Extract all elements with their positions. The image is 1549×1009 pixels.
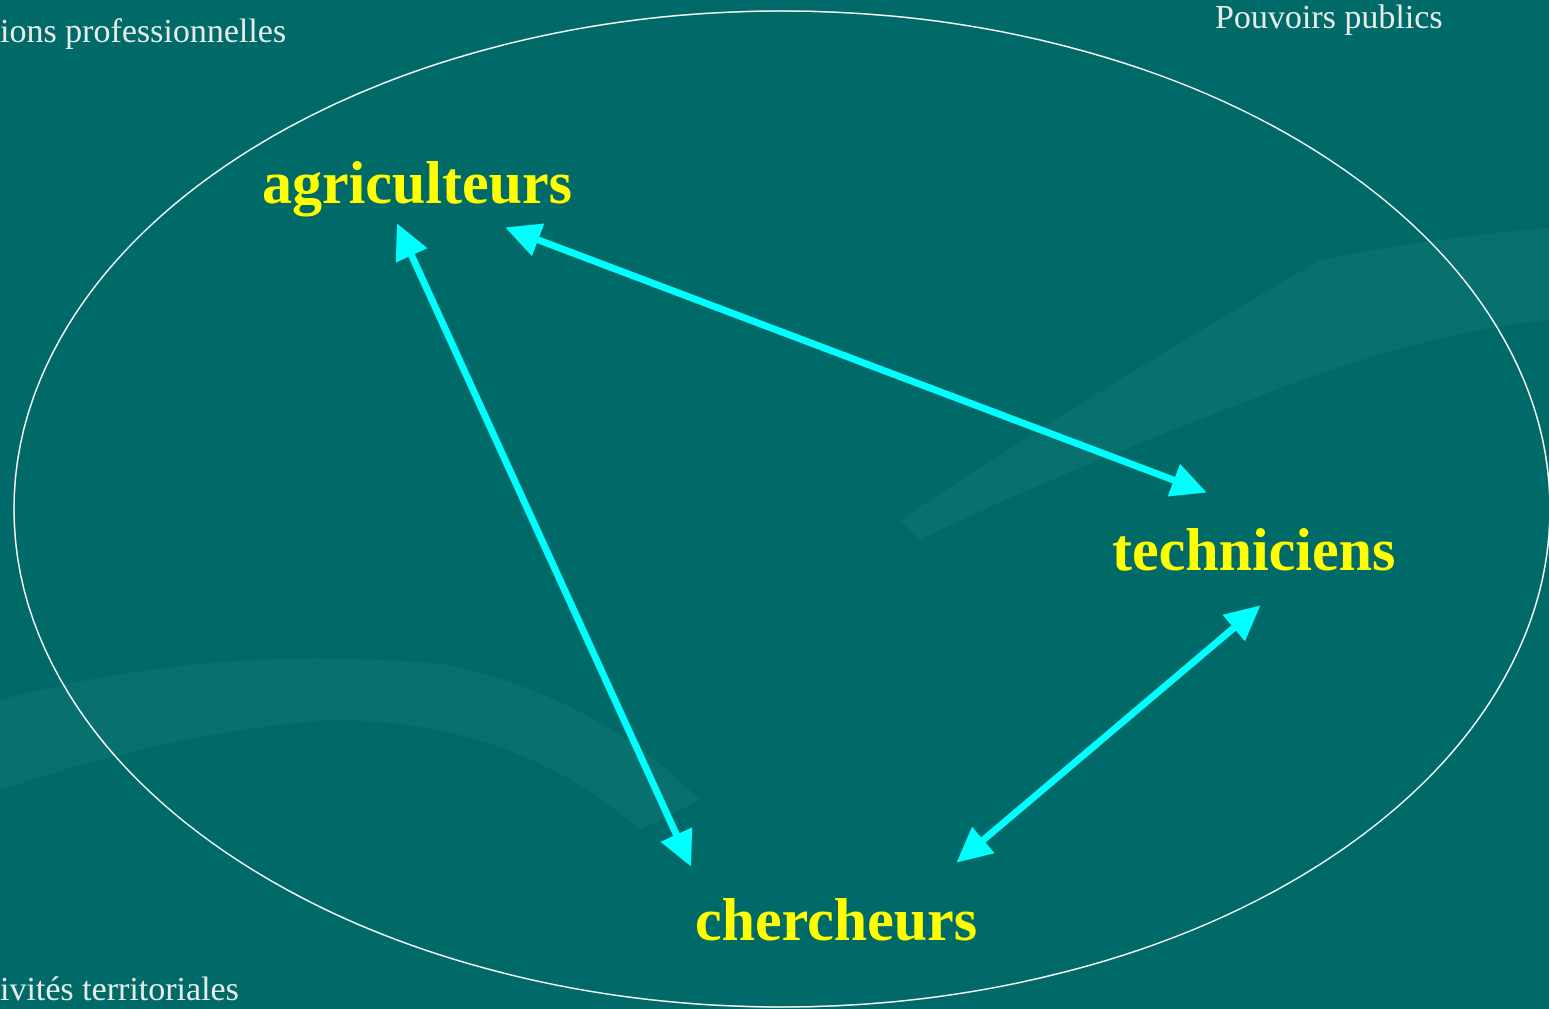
corner-label: ions professionnelles [0, 13, 286, 50]
slide: ions professionnelles Pouvoirs publics i… [0, 0, 1549, 1009]
node-label: techniciens [1112, 517, 1395, 583]
page: ions professionnelles Pouvoirs publics i… [0, 0, 1549, 1009]
node-label: agriculteurs [262, 150, 572, 216]
node-label: chercheurs [695, 887, 977, 953]
corner-label: ivités territoriales [0, 971, 239, 1008]
corner-label: Pouvoirs publics [1215, 0, 1443, 36]
